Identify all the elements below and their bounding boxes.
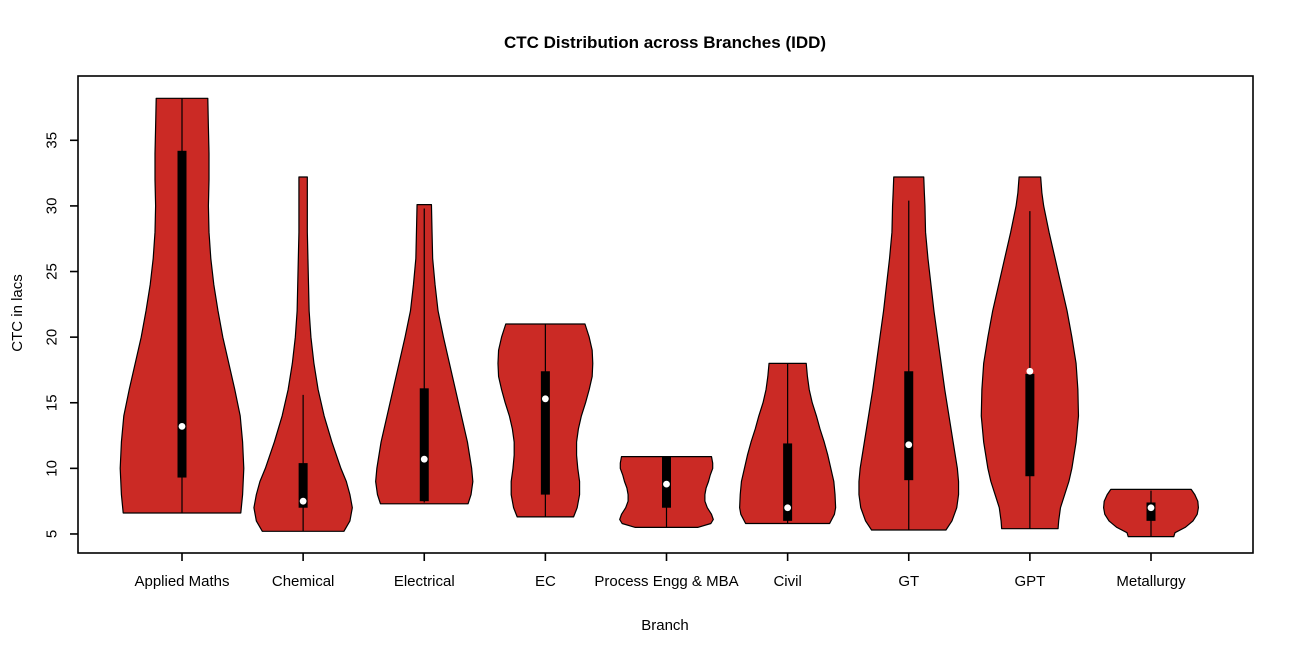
y-tick-label: 15: [44, 394, 61, 411]
y-tick-label: 30: [44, 198, 61, 215]
median-dot: [905, 441, 913, 449]
chart-title: CTC Distribution across Branches (IDD): [504, 33, 826, 52]
y-tick-label: 35: [44, 132, 61, 149]
y-tick-label: 25: [44, 263, 61, 280]
x-axis: Applied Maths Chemical Electrical EC Process…: [134, 553, 1186, 590]
x-tick-label: Applied Maths: [134, 573, 229, 590]
violin-shape: [253, 176, 353, 532]
iqr-box: [298, 463, 308, 508]
y-tick-label: 5: [44, 530, 61, 538]
plot-frame: [77, 75, 1254, 554]
median-dot: [1026, 367, 1034, 375]
violin-gt: [858, 176, 960, 531]
median-dot: [1147, 504, 1155, 512]
x-tick-label: EC: [535, 573, 556, 590]
iqr-box: [783, 443, 793, 521]
violin-process-engg-mba: [619, 456, 714, 529]
median-dot: [420, 455, 428, 463]
x-tick-label: GPT: [1014, 573, 1045, 590]
median-dot: [299, 497, 307, 505]
violin-civil: [739, 362, 837, 525]
violin-applied-maths: [119, 97, 245, 514]
iqr-box: [177, 150, 187, 478]
iqr-box: [540, 371, 550, 495]
y-axis: 5 10 15 20 25 30 35: [44, 132, 78, 538]
median-dot: [784, 504, 792, 512]
violin-chemical: [253, 176, 353, 532]
iqr-box: [1146, 502, 1156, 521]
violin-metallurgy: [1102, 488, 1200, 538]
y-axis-title: CTC in lacs: [9, 274, 26, 352]
x-tick-label: Process Engg & MBA: [594, 573, 738, 590]
x-tick-label: GT: [898, 573, 919, 590]
x-tick-label: Chemical: [272, 573, 335, 590]
plot-border: [77, 75, 1254, 554]
iqr-box: [1025, 373, 1035, 477]
median-dot: [178, 422, 186, 430]
iqr-box: [904, 371, 914, 481]
iqr-box: [419, 388, 429, 502]
violin-gpt: [980, 176, 1080, 530]
median-dot: [541, 395, 549, 403]
y-tick-label: 10: [44, 460, 61, 477]
x-tick-label: Metallurgy: [1116, 573, 1186, 590]
x-tick-label: Electrical: [394, 573, 455, 590]
y-tick-label: 20: [44, 329, 61, 346]
violin-ec: [497, 323, 594, 518]
violin-electrical: [375, 204, 474, 505]
x-axis-title: Branch: [641, 617, 689, 634]
x-tick-label: Civil: [773, 573, 801, 590]
median-dot: [663, 480, 670, 488]
violins-group: [119, 97, 1200, 538]
